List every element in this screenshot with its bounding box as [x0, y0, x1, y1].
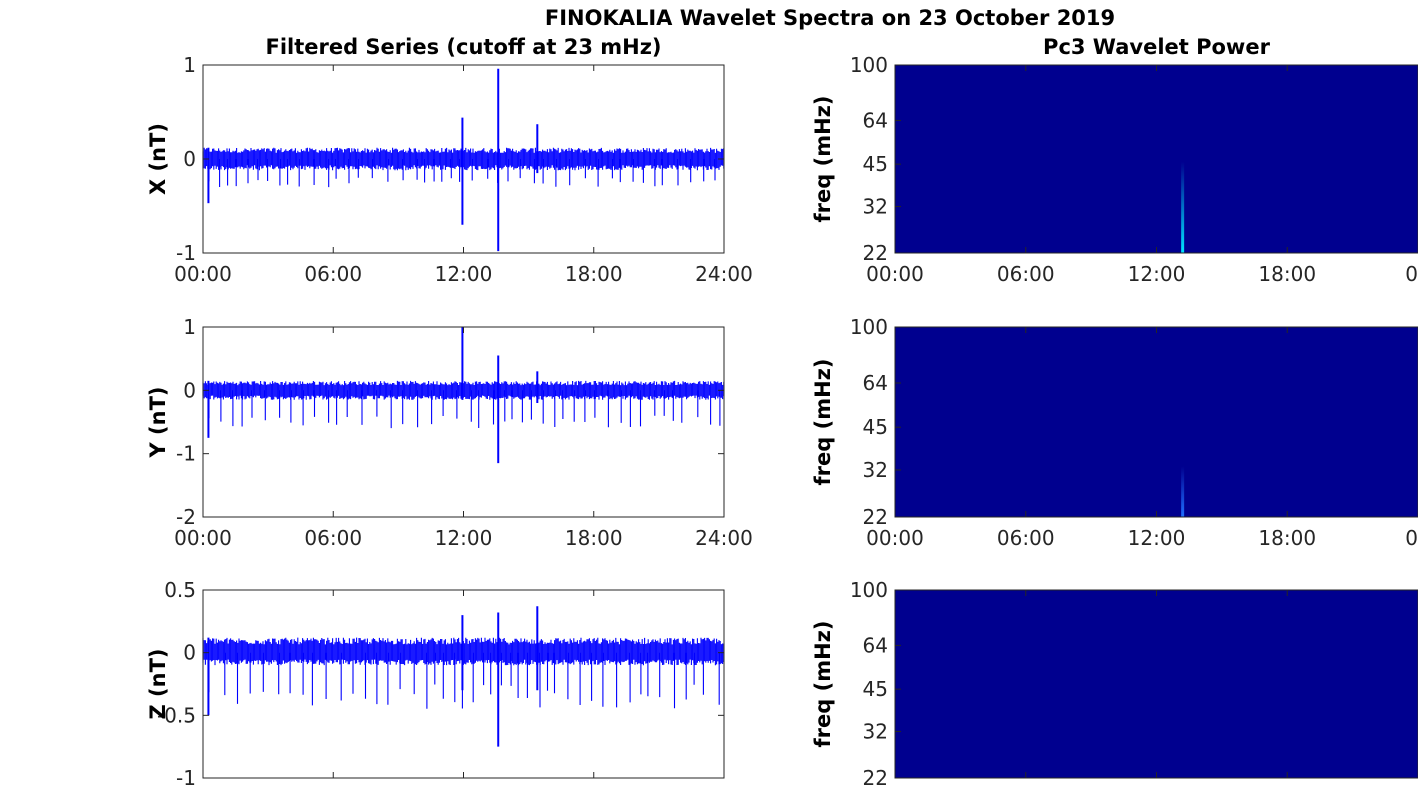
axes-frame	[202, 326, 725, 518]
y-tick-label: 22	[863, 505, 888, 529]
y-tick-label: 32	[863, 194, 888, 218]
y-tick-label: 64	[863, 371, 888, 395]
y-tick-label: 1	[183, 315, 196, 339]
x-tick-label: 12:00	[435, 262, 493, 286]
y-tick-label: 0	[183, 147, 196, 171]
y-axis-label: freq (mHz)	[811, 359, 835, 486]
x-tick-label: 24:00	[695, 526, 753, 550]
y-tick-label: 100	[850, 315, 888, 339]
x-tick-label: 18:00	[565, 526, 623, 550]
figure-title: FINOKALIA Wavelet Spectra on 23 October …	[545, 6, 1115, 30]
series-panel-z: 0.5 0 -0.5 -1 Z (nT)	[146, 578, 725, 788]
y-tick-label: -1	[176, 766, 196, 788]
y-tick-label: 45	[863, 415, 888, 439]
x-tick-label: 12:00	[435, 526, 493, 550]
x-tick-label: 00:00	[866, 526, 924, 550]
y-tick-label: 64	[863, 633, 888, 657]
y-axis-label: Z (nT)	[146, 648, 170, 719]
x-tick-label: 06:00	[997, 262, 1055, 286]
y-axis-label: freq (mHz)	[811, 621, 835, 748]
y-tick-label: 22	[863, 766, 888, 788]
x-tick-label: 18:00	[565, 262, 623, 286]
x-tick-label: 00:00	[174, 262, 232, 286]
y-tick-label: 32	[863, 719, 888, 743]
y-tick-label: 1	[183, 53, 196, 77]
x-tick-label: 00:00	[866, 262, 924, 286]
x-tick-label: 00	[1405, 526, 1418, 550]
y-tick-label: 0	[183, 641, 196, 665]
series-panel-x: 1 0 -100:00 06:00 12:00 18:00 24:00 Filtered Se…	[146, 35, 753, 286]
y-tick-label: 100	[850, 578, 888, 602]
x-tick-label: 06:00	[304, 262, 362, 286]
x-tick-label: 12:00	[1128, 262, 1186, 286]
x-tick-label: 24:00	[695, 262, 753, 286]
x-tick-label: 06:00	[997, 526, 1055, 550]
wavelet-panel-z: 100 64 45 32 22 freq (mHz)	[811, 578, 1418, 788]
y-tick-label: 64	[863, 108, 888, 132]
x-tick-label: 18:00	[1258, 262, 1316, 286]
y-tick-label: 0.5	[164, 578, 196, 602]
y-tick-label: 32	[863, 458, 888, 482]
y-axis-label: freq (mHz)	[811, 96, 835, 223]
wavelet-power-image	[895, 327, 1418, 517]
panel-title: Pc3 Wavelet Power	[1043, 35, 1271, 59]
y-axis-label: Y (nT)	[146, 387, 170, 459]
wavelet-power-image	[895, 590, 1418, 778]
y-tick-label: -2	[176, 505, 196, 529]
x-tick-label: 12:00	[1128, 526, 1186, 550]
y-tick-label: 45	[863, 152, 888, 176]
x-tick-label: 00:00	[174, 526, 232, 550]
series-panel-y: 1 0 -1 -200:00 06:00 12:00 18:00 24:00 Y (nT)	[146, 315, 753, 550]
panel-title: Filtered Series (cutoff at 23 mHz)	[265, 35, 661, 59]
x-tick-label: 00	[1405, 262, 1418, 286]
x-tick-label: 06:00	[304, 526, 362, 550]
x-tick-label: 18:00	[1258, 526, 1316, 550]
y-axis-label: X (nT)	[146, 123, 170, 195]
y-tick-label: 45	[863, 677, 888, 701]
axes-frame	[202, 589, 725, 779]
y-tick-label: 0	[183, 378, 196, 402]
y-tick-label: -1	[176, 442, 196, 466]
y-tick-label: -0.5	[157, 703, 196, 727]
y-tick-label: 22	[863, 241, 888, 265]
y-tick-label: -1	[176, 241, 196, 265]
wavelet-hotspot	[1181, 161, 1185, 253]
y-tick-label: 100	[850, 53, 888, 77]
wavelet-power-image	[895, 65, 1418, 253]
wavelet-hotspot	[1181, 466, 1185, 517]
